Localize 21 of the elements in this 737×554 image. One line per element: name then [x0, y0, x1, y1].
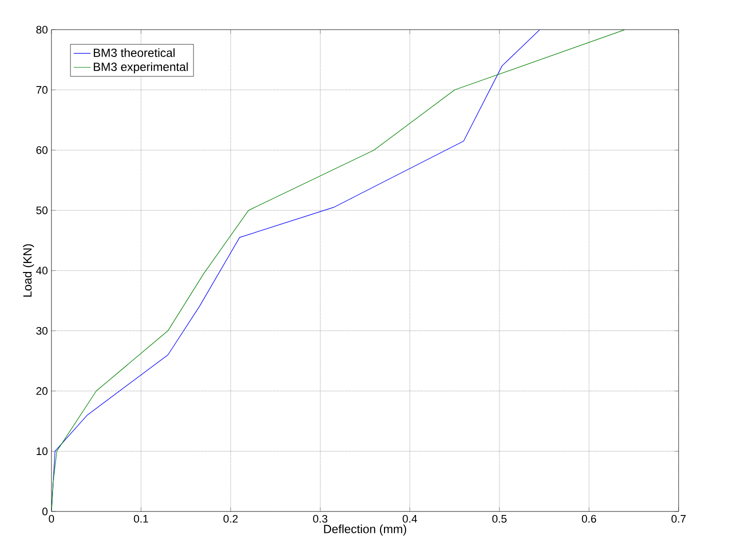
y-tick-label: 50 [36, 206, 48, 214]
x-tick-label: 0 [48, 514, 54, 523]
y-tick-label: 0 [42, 508, 48, 516]
y-axis-title: Load (KN) [22, 244, 34, 297]
x-tick-label: 0.1 [134, 514, 148, 523]
x-tick-label: 0.4 [402, 514, 418, 523]
x-tick-label: 0.3 [313, 514, 328, 523]
y-tick-label: 80 [36, 26, 48, 34]
x-tick-label: 0.2 [223, 514, 238, 523]
y-tick-label: 70 [36, 86, 48, 94]
y-tick-label: 10 [36, 447, 48, 456]
y-tick-label: 40 [36, 266, 48, 274]
x-axis-title: Deflection (mm) [324, 524, 406, 536]
y-tick-label: 30 [36, 326, 48, 335]
x-tick-label: 0.7 [671, 514, 686, 523]
legend-label: BM3 experimental [94, 62, 188, 74]
y-tick-label: 20 [36, 387, 48, 395]
x-tick-label: 0.5 [492, 514, 507, 523]
y-tick-label: 60 [36, 146, 48, 154]
x-tick-label: 0.6 [582, 514, 596, 523]
legend-label: BM3 theoretical [94, 48, 175, 57]
